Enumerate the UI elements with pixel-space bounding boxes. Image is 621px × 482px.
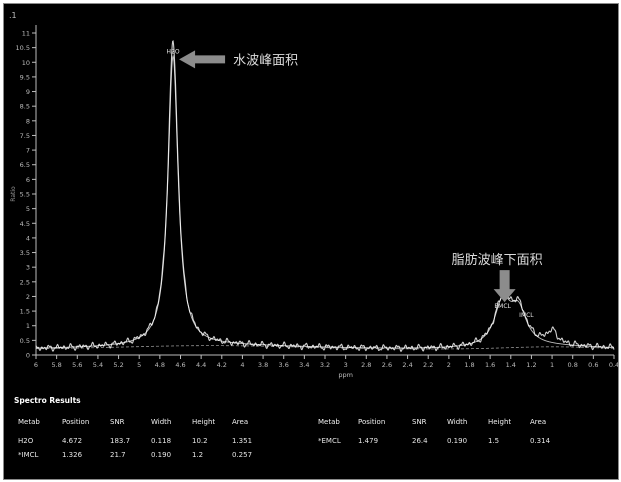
y-tick-label: 7.5 xyxy=(20,132,30,140)
y-tick-label: 10 xyxy=(22,59,30,67)
x-tick-label: 5 xyxy=(137,361,141,369)
results-header-right: SNR xyxy=(412,418,427,426)
results-cell: 1.351 xyxy=(232,437,253,445)
x-tick-label: 4 xyxy=(240,361,244,369)
results-cell: 1.479 xyxy=(358,437,379,445)
x-tick-label: 5.8 xyxy=(51,361,61,369)
results-cell: 0.257 xyxy=(232,451,253,459)
x-tick-label: 2.6 xyxy=(382,361,392,369)
results-cell: 0.190 xyxy=(151,451,172,459)
water-peak-annotation: 水波峰面积 xyxy=(233,53,298,68)
y-axis-label: Ratio xyxy=(10,186,17,202)
y-tick-label: 4 xyxy=(26,234,30,242)
water-peak-arrow xyxy=(179,50,226,69)
results-header-left: Width xyxy=(151,418,172,426)
results-cell: 10.2 xyxy=(192,437,208,445)
results-header-right: Metab xyxy=(318,418,340,426)
results-header-left: Metab xyxy=(18,418,40,426)
y-tick-label: 5 xyxy=(26,205,30,213)
y-tick-label: 10.5 xyxy=(16,44,30,52)
results-header-right: Position xyxy=(358,418,386,426)
x-tick-label: 3.2 xyxy=(320,361,330,369)
x-tick-label: 0.4 xyxy=(609,361,618,369)
results-cell: 1.2 xyxy=(192,451,204,459)
y-tick-label: 9 xyxy=(26,88,30,96)
fat-peak-arrow xyxy=(493,270,516,303)
results-cell: H2O xyxy=(18,437,34,445)
y-tick-label: 3.5 xyxy=(20,249,30,257)
spectro-results-panel: Spectro Results Metab Metab Position Positi… xyxy=(4,382,618,479)
results-cell: 0.190 xyxy=(447,437,468,445)
x-tick-label: 1.6 xyxy=(485,361,495,369)
peak-label-h2o: H2O xyxy=(167,48,180,55)
x-tick-label: 4.6 xyxy=(175,361,185,369)
spectrum-plot: .1 0 0.5 1 1.5 2 2.5 3 3.5 4 4.5 5 5.5 6 6.5 7 7.5 8 8.5 9 9… xyxy=(9,11,618,379)
results-cell: 1.326 xyxy=(62,451,83,459)
y-tick-label: 4.5 xyxy=(20,220,30,228)
x-tick-label: 4.8 xyxy=(155,361,165,369)
results-header-right: Area xyxy=(530,418,547,426)
spectrum-viewer: .1 0 0.5 1 1.5 2 2.5 3 3.5 4 4.5 5 5.5 6 6.5 7 7.5 8 8.5 9 9… xyxy=(3,3,619,480)
x-axis-label: ppm xyxy=(338,371,353,379)
x-tick-label: 5.4 xyxy=(93,361,103,369)
x-tick-label: 6 xyxy=(34,361,38,369)
results-cell: 4.672 xyxy=(62,437,83,445)
x-tick-label: 0.6 xyxy=(588,361,598,369)
y-tick-label: 0 xyxy=(26,352,30,360)
y-tick-label: 8 xyxy=(26,117,30,125)
y-tick-label: 8.5 xyxy=(20,103,30,111)
x-tick-label: 3.6 xyxy=(279,361,289,369)
y-tick-label: 6 xyxy=(26,176,30,184)
results-header-left: Position xyxy=(62,418,90,426)
peak-label-emcl: EMCL xyxy=(494,303,511,310)
results-cell: *EMCL xyxy=(318,437,341,445)
x-tick-label: 2.2 xyxy=(423,361,433,369)
results-cell: *IMCL xyxy=(18,451,39,459)
y-tick-label: 7 xyxy=(26,147,30,155)
x-tick-label: 5.6 xyxy=(72,361,82,369)
results-cell: 0.314 xyxy=(530,437,551,445)
spectrum-series-line xyxy=(35,40,615,353)
x-tick-label: 3.4 xyxy=(299,361,309,369)
x-tick-label: 1 xyxy=(550,361,554,369)
x-tick-label: 5.2 xyxy=(113,361,123,369)
results-header-right: Height xyxy=(488,418,512,426)
y-tick-label: 0.5 xyxy=(20,337,30,345)
y-tick-label: 3 xyxy=(26,264,30,272)
x-tick-label: 4.2 xyxy=(217,361,227,369)
peak-label-imcl: IMCL xyxy=(519,312,534,319)
results-cell: 0.118 xyxy=(151,437,172,445)
results-header-right: Width xyxy=(447,418,468,426)
x-tick-label: 3.8 xyxy=(258,361,268,369)
x-tick-label: 4.4 xyxy=(196,361,206,369)
results-header-left: Area xyxy=(232,418,249,426)
x-tick-label: 2.4 xyxy=(402,361,412,369)
y-tick-label: 11 xyxy=(22,30,30,38)
results-header-left: Height xyxy=(192,418,216,426)
y-tick-label: 9.5 xyxy=(20,73,30,81)
fat-peak-annotation: 脂肪波峰下面积 xyxy=(452,252,543,268)
results-cell: 21.7 xyxy=(110,451,126,459)
results-cell: 183.7 xyxy=(110,437,131,445)
results-header-left: SNR xyxy=(110,418,125,426)
x-tick-label: 3 xyxy=(344,361,348,369)
y-tick-label: 2 xyxy=(26,293,30,301)
y-tick-label: 1 xyxy=(26,322,30,330)
baseline-series-line xyxy=(36,345,615,350)
results-cell: 26.4 xyxy=(412,437,428,445)
y-tick-label: 2.5 xyxy=(20,278,30,286)
y-tick-label: 1.5 xyxy=(20,308,30,316)
fit-series-line xyxy=(35,54,615,349)
y-tick-label: 6.5 xyxy=(20,161,30,169)
results-cell: 1.5 xyxy=(488,437,500,445)
results-title: Spectro Results xyxy=(14,396,81,405)
y-tick-label: 5.5 xyxy=(20,191,30,199)
x-tick-label: 2.8 xyxy=(361,361,371,369)
x-tick-label: 0.8 xyxy=(568,361,578,369)
x-tick-label: 1.2 xyxy=(526,361,536,369)
x-tick-label: 1.4 xyxy=(506,361,516,369)
corner-label: .1 xyxy=(9,11,17,20)
x-tick-label: 1.8 xyxy=(464,361,474,369)
x-tick-label: 2 xyxy=(447,361,451,369)
